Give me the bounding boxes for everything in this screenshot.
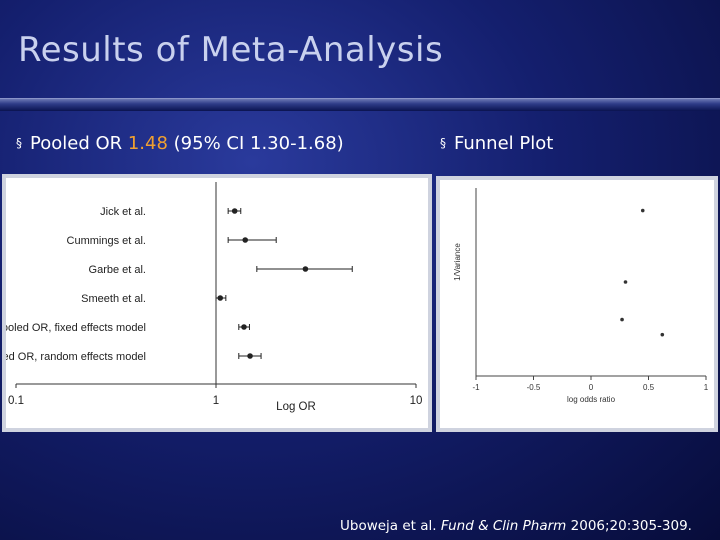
funnel-plot-panel: -1 -0.5 0 0.5 1 log odds ratio 1/Variance — [436, 176, 718, 432]
funnel-point — [640, 208, 645, 213]
forest-point-estimate — [247, 353, 253, 359]
forest-point-estimate — [217, 295, 224, 301]
bullet-marker: § — [440, 136, 446, 150]
forest-plot-panel: 0.1 1 10 Log OR Jick et al. Cummings et al. Ga… — [2, 174, 432, 432]
forest-row-label: Pooled OR, random effects model — [6, 351, 146, 363]
pooled-or-prefix: Pooled OR — [30, 133, 128, 154]
forest-row-label: Pooled OR, fixed effects model — [6, 322, 146, 334]
pooled-or-ci: (95% CI 1.30-1.68) — [167, 133, 344, 154]
forest-x-axis-label: Log OR — [276, 401, 316, 413]
forest-row-label: Smeeth et al. — [81, 293, 146, 305]
bullet-pooled-or: § Pooled OR 1.48 (95% CI 1.30-1.68) — [16, 133, 344, 154]
citation: Uboweja et al. Fund & Clin Pharm 2006;20… — [340, 518, 692, 534]
funnel-point — [623, 280, 628, 284]
forest-x-tick-label: 1 — [213, 395, 219, 407]
forest-x-tick-label: 0.1 — [8, 395, 24, 407]
pooled-or-value: 1.48 — [127, 133, 168, 154]
funnel-x-tick-label: 0 — [589, 383, 594, 392]
funnel-y-axis-label: 1/Variance — [453, 243, 462, 281]
slide-title: Results of Meta-Analysis — [18, 30, 444, 70]
forest-plot: 0.1 1 10 Log OR Jick et al. Cummings et al. Ga… — [6, 182, 423, 413]
forest-point-estimate — [241, 324, 247, 330]
bullet-funnel-plot: § Funnel Plot — [440, 133, 553, 154]
citation-authors: Uboweja et al. — [340, 518, 441, 534]
forest-point-estimate — [231, 208, 238, 214]
funnel-point — [620, 317, 624, 322]
forest-row-label: Cummings et al. — [67, 235, 146, 247]
funnel-x-tick-label: -1 — [472, 383, 480, 392]
funnel-x-tick-label: 1 — [704, 383, 709, 392]
funnel-x-tick-label: 0.5 — [643, 383, 655, 392]
forest-row-label: Garbe et al. — [89, 264, 146, 276]
funnel-x-tick-label: -0.5 — [527, 383, 541, 392]
forest-point-estimate — [242, 237, 249, 243]
bullet-marker: § — [16, 136, 22, 150]
forest-row-label: Jick et al. — [100, 206, 146, 218]
forest-point-estimate — [302, 266, 309, 272]
funnel-x-axis-label: log odds ratio — [567, 395, 616, 404]
funnel-plot-heading: Funnel Plot — [454, 133, 554, 154]
citation-details: 2006;20:305-309. — [566, 518, 692, 534]
forest-x-tick-label: 10 — [410, 395, 423, 407]
citation-journal: Fund & Clin Pharm — [440, 518, 567, 534]
title-divider — [0, 98, 720, 111]
funnel-plot: -1 -0.5 0 0.5 1 log odds ratio 1/Variance — [453, 188, 709, 404]
funnel-point — [660, 332, 665, 337]
